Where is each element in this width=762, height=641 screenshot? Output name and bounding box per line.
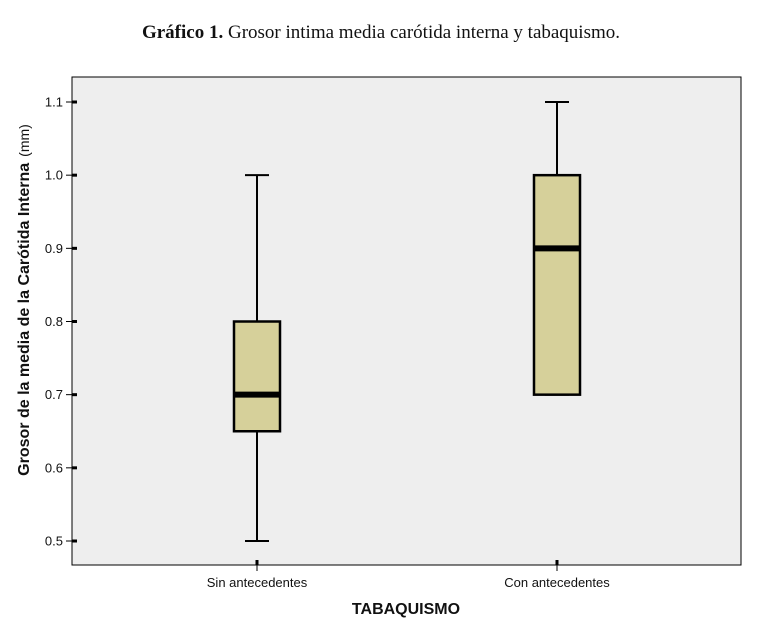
box-2: [532, 101, 582, 396]
chart-title: Gráfico 1. Grosor intima media carótida …: [0, 22, 762, 44]
y-axis-title-unit: (mm): [16, 124, 32, 157]
y-tick-label: 0.5: [45, 534, 63, 549]
y-axis-title-text: Grosor de la media de la Carótida Intern…: [16, 163, 33, 476]
boxes-group: [232, 101, 582, 542]
y-axis-title: Grosor de la media de la Carótida Intern…: [16, 124, 33, 476]
iqr-box: [232, 320, 282, 433]
y-tick-label: 0.6: [45, 460, 63, 475]
chart-title-bold: Gráfico 1.: [141, 22, 224, 43]
x-axis-title: TABAQUISMO: [352, 601, 460, 618]
y-axis: 0.5 0.6 0.7 0.8 0.9 1.0 1.1: [45, 95, 77, 549]
y-tick-label: 0.8: [45, 314, 63, 329]
y-tick-label: 0.7: [45, 387, 63, 402]
y-tick-label: 0.9: [45, 241, 63, 256]
iqr-box: [532, 173, 582, 396]
chart-title-text: Grosor intima media carótida interna y t…: [223, 22, 621, 43]
x-category-label: Sin antecedentes: [207, 575, 308, 590]
x-category-label: Con antecedentes: [504, 575, 610, 590]
plot-area: [71, 76, 742, 566]
box-1: [232, 174, 282, 542]
y-tick-label: 1.1: [45, 95, 63, 110]
y-tick-label: 1.0: [45, 168, 63, 183]
x-axis: Sin antecedentes Con antecedentes: [207, 560, 610, 590]
